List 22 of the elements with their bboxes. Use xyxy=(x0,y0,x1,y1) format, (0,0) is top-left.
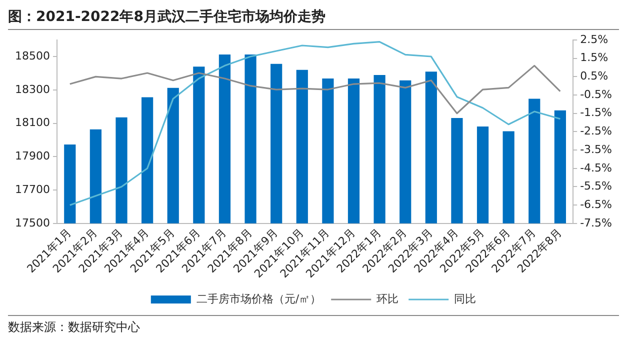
legend-label: 二手房市场价格（元/㎡） xyxy=(196,292,322,306)
y2-tick-label: -5.5% xyxy=(580,180,612,193)
y2-tick-label: -0.5% xyxy=(580,88,612,101)
y-tick-label: 18500 xyxy=(14,50,50,63)
y2-tick-label: -1.5% xyxy=(580,106,612,120)
y2-tick-label: -3.5% xyxy=(580,142,612,156)
source-note: 数据来源：数据研究中心 xyxy=(8,319,141,336)
y2-tick-label: -2.5% xyxy=(580,124,612,138)
chart-title: 图：2021-2022年8月武汉二手住宅市场均价走势 xyxy=(8,8,619,30)
y-tick-label: 17900 xyxy=(14,150,50,163)
y2-tick-label: 1.5% xyxy=(580,51,608,64)
y-tick-label: 17700 xyxy=(14,182,50,196)
y-tick-label: 17500 xyxy=(14,216,50,230)
y2-tick-label: -4.5% xyxy=(580,161,612,174)
y2-tick-label: -7.5% xyxy=(580,216,612,230)
y2-tick-label: 0.5% xyxy=(580,70,608,83)
y2-tick-label: 2.5% xyxy=(580,32,608,46)
y-tick-label: 18100 xyxy=(14,116,50,130)
legend-label: 环比 xyxy=(376,292,399,306)
y-tick-label: 18300 xyxy=(14,82,50,96)
y2-tick-label: -6.5% xyxy=(580,198,612,211)
legend-label: 同比 xyxy=(454,292,476,306)
